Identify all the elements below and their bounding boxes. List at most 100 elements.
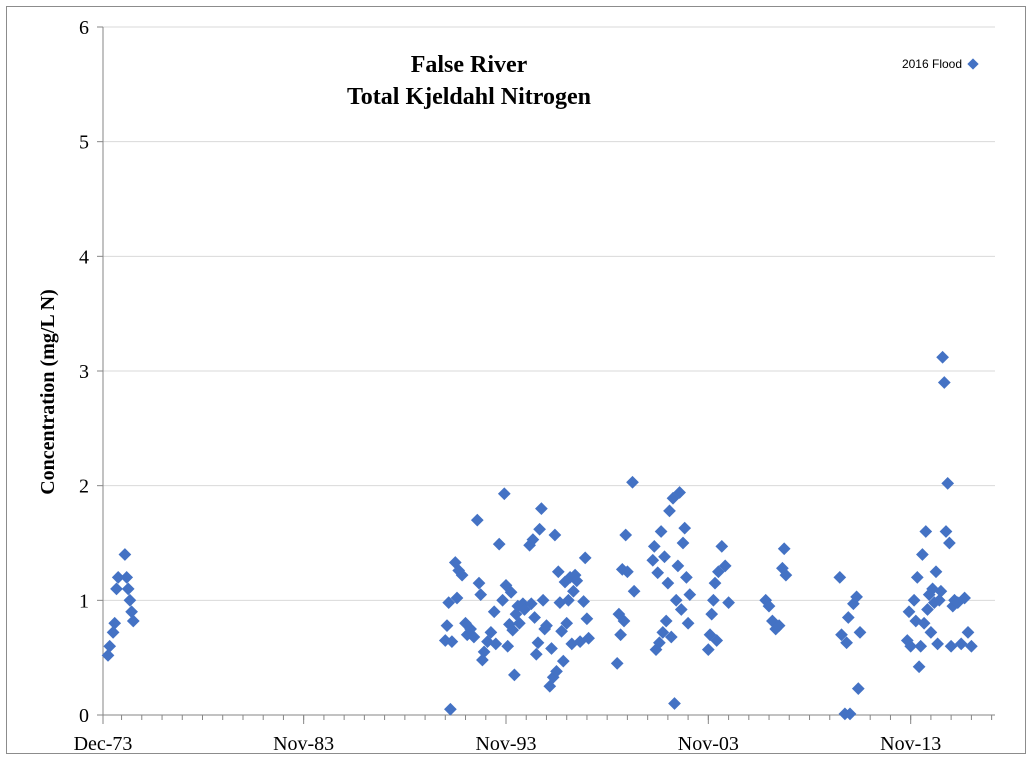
- x-tick-label: Nov-13: [880, 733, 941, 753]
- data-point: [668, 697, 681, 710]
- data-point: [496, 593, 509, 607]
- x-tick-labels: Dec-73 Nov-83 Nov-93 Nov-03 Nov-13: [74, 715, 941, 753]
- data-point: [936, 350, 949, 364]
- data-point: [627, 584, 641, 598]
- data-points: [101, 350, 978, 721]
- data-point: [126, 614, 140, 628]
- data-point: [715, 540, 729, 553]
- data-point: [961, 626, 975, 639]
- data-point: [701, 643, 715, 656]
- data-point: [937, 376, 951, 389]
- data-point: [101, 649, 115, 662]
- data-point: [108, 616, 122, 630]
- data-point: [472, 576, 486, 590]
- data-point: [610, 657, 624, 670]
- data-point: [678, 521, 692, 535]
- x-tick-label: Nov-83: [273, 733, 334, 753]
- data-point: [497, 487, 511, 501]
- data-point: [705, 607, 719, 621]
- data-point: [535, 502, 548, 515]
- data-point: [614, 628, 627, 642]
- data-point: [931, 637, 944, 651]
- data-point: [924, 626, 938, 639]
- data-point: [654, 525, 668, 538]
- y-tick-label: 0: [79, 705, 89, 727]
- data-point: [919, 525, 933, 538]
- data-point: [444, 702, 457, 716]
- data-point: [548, 528, 562, 542]
- data-point: [954, 637, 968, 651]
- data-point: [722, 596, 735, 609]
- y-tick-label: 4: [79, 246, 89, 268]
- data-point: [680, 571, 693, 584]
- data-point: [681, 616, 695, 630]
- chart-title-line-2: Total Kjeldahl Nitrogen: [347, 84, 591, 110]
- data-point: [487, 605, 501, 619]
- x-tick-label: Nov-93: [475, 733, 536, 753]
- y-tick-label: 1: [79, 590, 89, 612]
- data-point: [707, 593, 720, 607]
- data-point: [440, 619, 454, 632]
- data-point: [578, 551, 592, 565]
- data-point: [545, 642, 558, 655]
- data-point: [626, 475, 639, 489]
- data-point: [531, 636, 545, 650]
- y-tick-label: 6: [79, 17, 89, 39]
- data-point: [123, 593, 137, 607]
- data-point: [125, 605, 138, 619]
- data-point: [663, 504, 676, 518]
- data-point: [676, 536, 690, 550]
- data-point: [916, 548, 929, 561]
- data-point: [556, 654, 570, 668]
- data-point: [833, 571, 847, 584]
- data-point: [508, 668, 521, 682]
- data-point: [647, 540, 661, 553]
- y-tick-labels: 0 1 2 3 4 5 6: [79, 17, 103, 727]
- data-point: [929, 565, 943, 579]
- data-point: [777, 542, 791, 556]
- data-point: [529, 647, 543, 661]
- data-point: [671, 559, 685, 573]
- data-point: [658, 550, 671, 564]
- x-minor-ticks: [121, 715, 993, 720]
- data-point: [912, 660, 926, 674]
- legend: 2016 Flood: [902, 57, 979, 71]
- data-point: [536, 593, 550, 607]
- y-tick-label: 5: [79, 132, 89, 154]
- data-point: [907, 593, 921, 607]
- y-axis-label: Concentration (mg/L N): [37, 289, 59, 495]
- y-tick-label: 2: [79, 476, 89, 498]
- data-point: [470, 513, 484, 527]
- data-point: [851, 682, 865, 695]
- legend-label: 2016 Flood: [902, 57, 962, 71]
- data-point: [619, 528, 633, 542]
- data-point: [103, 639, 117, 653]
- scatter-chart: 0 1 2 3 4 5 6 Dec-73 Nov-83 Nov-93 Nov-03 Nov-13 F…: [37, 17, 995, 753]
- chart-frame: 0 1 2 3 4 5 6 Dec-73 Nov-83 Nov-93 Nov-03 Nov-13 F…: [6, 6, 1026, 754]
- data-point: [110, 582, 123, 596]
- data-point: [661, 576, 675, 590]
- data-point: [492, 537, 506, 551]
- data-point: [501, 639, 515, 653]
- data-point: [902, 605, 916, 619]
- data-point: [659, 614, 673, 628]
- y-tick-label: 3: [79, 361, 89, 383]
- data-point: [474, 588, 488, 601]
- x-tick-label: Dec-73: [74, 733, 133, 753]
- data-point: [939, 525, 953, 538]
- data-point: [533, 522, 546, 536]
- data-point: [853, 626, 867, 639]
- data-point: [944, 639, 958, 653]
- data-point: [841, 611, 855, 624]
- chart-title-line-1: False River: [411, 52, 528, 78]
- data-point: [941, 477, 955, 490]
- data-point: [683, 588, 697, 601]
- data-point: [708, 576, 722, 590]
- data-point: [528, 611, 541, 624]
- data-point: [965, 639, 978, 653]
- data-point: [577, 595, 590, 608]
- data-point: [580, 612, 594, 626]
- data-point: [551, 565, 565, 579]
- data-point: [651, 566, 665, 580]
- data-point: [121, 582, 135, 596]
